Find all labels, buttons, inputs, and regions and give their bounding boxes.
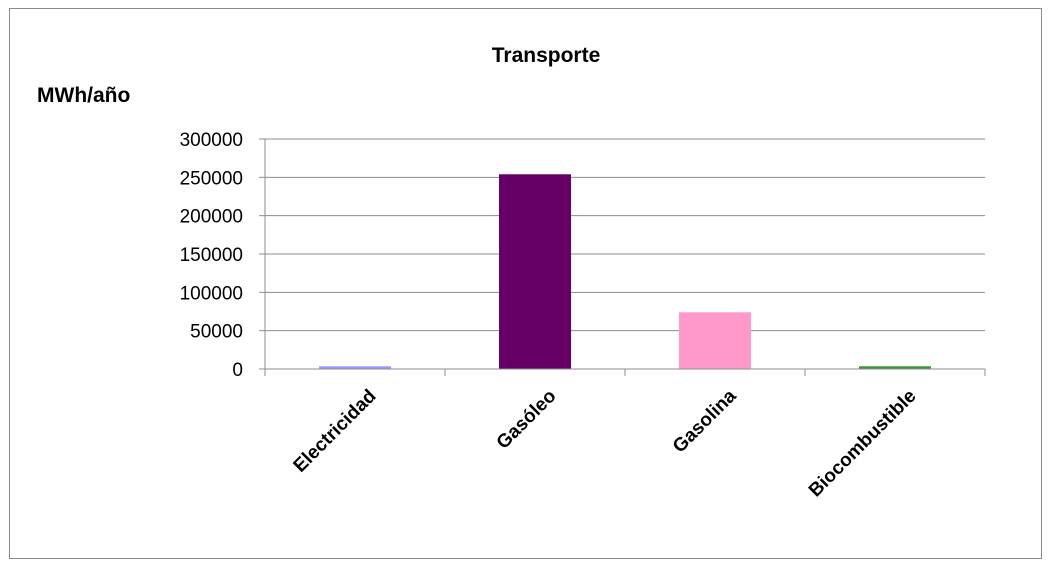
- y-tick-label: 300000: [180, 130, 243, 151]
- y-tick-label: 250000: [180, 168, 243, 189]
- x-tick-labels: Electricidad Gasóleo Gasolina Biocombustibl…: [290, 385, 921, 501]
- y-tick-label: 0: [232, 360, 243, 381]
- y-tick-label: 100000: [180, 283, 243, 304]
- y-axis-label: MWh/año: [37, 84, 130, 107]
- x-tick-label: Electricidad: [290, 386, 381, 477]
- bar-biocombustible: [859, 366, 931, 369]
- x-tick-label: Gasolina: [669, 385, 741, 457]
- chart-title: Transporte: [492, 44, 601, 67]
- axes: [259, 138, 986, 376]
- bar-gasolina: [679, 312, 751, 369]
- bar-gasóleo: [499, 174, 571, 369]
- x-tick-label: Gasóleo: [493, 386, 561, 454]
- x-tick-label: Biocombustible: [805, 386, 921, 502]
- y-tick-label: 200000: [180, 207, 243, 228]
- y-tick-label: 150000: [180, 245, 243, 266]
- gridlines: [265, 138, 985, 332]
- y-tick-labels: 0 50000 100000 150000 200000 250000 300000: [180, 130, 243, 381]
- bars: [319, 174, 931, 369]
- y-tick-label: 50000: [190, 322, 243, 343]
- bar-electricidad: [319, 366, 391, 369]
